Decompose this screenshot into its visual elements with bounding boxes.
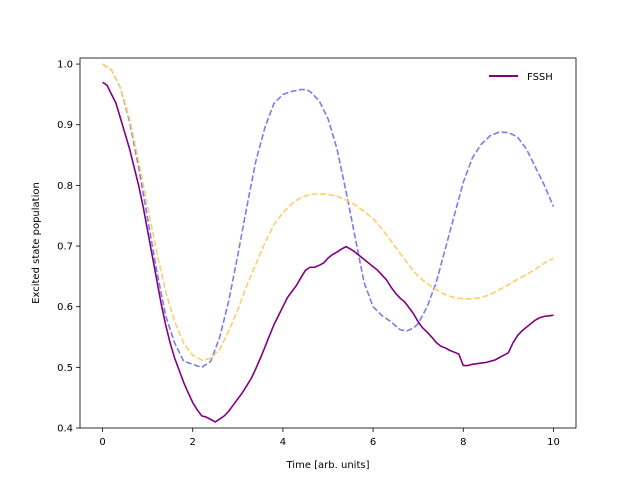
y-axis: 0.4 0.5 0.6 0.7 0.8 0.9 1.0 — [57, 60, 80, 435]
plot-frame — [79, 57, 577, 429]
x-tick-label: 6 — [370, 437, 376, 448]
y-tick-label: 0.6 — [57, 302, 73, 313]
series-layer — [102, 63, 555, 423]
y-tick-label: 0.4 — [57, 424, 73, 435]
series-line-dashed-1 — [102, 63, 555, 369]
series-line-dashed-2 — [102, 63, 554, 361]
y-tick-label: 0.8 — [57, 181, 73, 192]
x-axis: 0 2 4 6 8 10 — [99, 428, 560, 448]
x-axis-label: Time [arb. units] — [286, 460, 370, 471]
y-tick-label: 0.5 — [57, 363, 73, 374]
y-tick-label: 1.0 — [57, 60, 73, 71]
x-tick-label: 10 — [547, 437, 560, 448]
x-tick-label: 2 — [190, 437, 196, 448]
y-tick-label: 0.9 — [57, 120, 73, 131]
series-line-fssh — [102, 81, 554, 423]
y-tick-label: 0.7 — [57, 242, 73, 253]
legend: FSSH — [489, 72, 553, 83]
x-tick-label: 0 — [99, 437, 105, 448]
x-tick-label: 4 — [280, 437, 286, 448]
legend-label-fssh: FSSH — [527, 72, 553, 83]
x-tick-label: 8 — [460, 437, 466, 448]
y-axis-label: Excited state population — [31, 182, 42, 304]
